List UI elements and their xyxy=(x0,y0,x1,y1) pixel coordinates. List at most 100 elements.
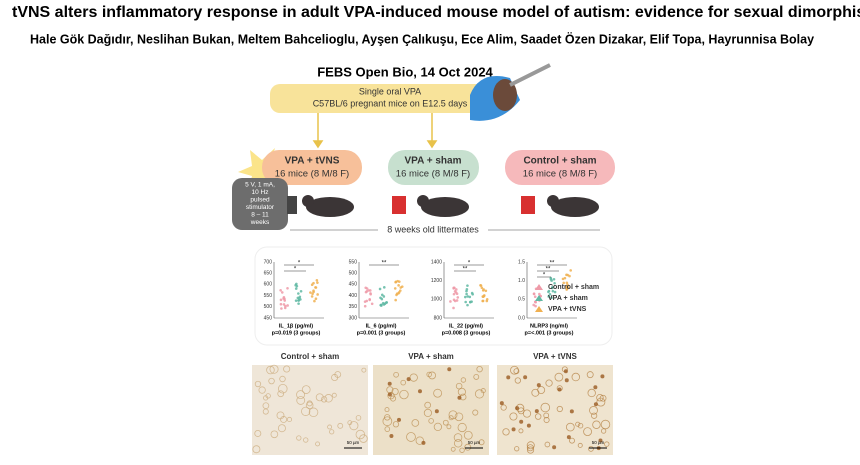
dot xyxy=(294,287,298,290)
cell xyxy=(457,422,467,433)
arrows xyxy=(312,113,438,149)
cell xyxy=(600,419,611,430)
dot xyxy=(565,281,569,285)
cell xyxy=(303,437,309,443)
cell xyxy=(277,390,285,398)
cell xyxy=(349,421,359,431)
dot xyxy=(565,273,568,277)
p-value: p=0.008 (3 groups) xyxy=(442,330,491,336)
dot xyxy=(479,284,483,287)
group-count: 16 mice (8 M/8 F) xyxy=(523,169,597,180)
cell xyxy=(457,387,466,396)
sig-mark: * xyxy=(543,273,546,279)
dot xyxy=(463,295,467,299)
stimulator-line: 10 Hz xyxy=(252,189,269,196)
dot xyxy=(482,288,485,291)
cell xyxy=(308,407,319,418)
dot xyxy=(368,297,371,301)
cell xyxy=(433,388,443,398)
cell xyxy=(480,388,486,394)
stained-cell xyxy=(557,387,562,392)
stained-cell xyxy=(569,409,574,414)
p-value: p=0.019 (3 groups) xyxy=(272,330,321,336)
cell xyxy=(590,412,598,419)
cell xyxy=(459,447,465,453)
cell xyxy=(329,429,335,435)
dot xyxy=(279,298,283,302)
sig-mark: * xyxy=(298,261,301,267)
cell xyxy=(448,415,454,421)
syringe-illustration xyxy=(470,63,551,121)
cell xyxy=(596,397,606,407)
cell xyxy=(262,408,269,415)
cell xyxy=(600,428,607,434)
cell xyxy=(270,430,279,439)
stained-cell xyxy=(499,401,504,406)
cell xyxy=(347,420,353,426)
dot xyxy=(550,296,553,300)
dot xyxy=(455,292,459,296)
stained-cell xyxy=(421,440,426,445)
cell xyxy=(526,446,535,454)
tick-label: 400 xyxy=(349,293,358,299)
dot xyxy=(364,286,368,290)
legend-marker xyxy=(535,284,543,290)
stimulator-line: pulsed xyxy=(250,197,270,204)
cell xyxy=(409,373,418,382)
group-name: VPA + tVNS xyxy=(285,156,340,167)
stained-cell xyxy=(526,423,531,428)
stimulus-burst xyxy=(238,148,285,192)
cell xyxy=(392,421,400,428)
dot xyxy=(466,295,470,298)
group-name: VPA + sham xyxy=(405,156,462,167)
dot xyxy=(533,295,537,299)
dot xyxy=(452,298,456,302)
stained-cell xyxy=(447,367,452,372)
dot xyxy=(368,289,372,292)
scale-label: 50 µm xyxy=(347,440,360,445)
tick-label: 500 xyxy=(264,304,273,310)
cell xyxy=(514,446,520,452)
tick-label: 1400 xyxy=(431,259,442,265)
dot xyxy=(380,304,383,307)
cell xyxy=(454,412,464,422)
stained-cell xyxy=(406,377,411,382)
p-value: p=0.001 (3 groups) xyxy=(357,330,406,336)
stained-cell xyxy=(387,381,392,386)
dot xyxy=(394,298,397,302)
dot xyxy=(316,281,319,284)
axis-label: NLRP3 (ng/ml) xyxy=(530,323,568,329)
legend-marker xyxy=(535,295,543,301)
dot xyxy=(363,304,367,308)
stained-cell xyxy=(523,375,528,380)
sig-mark: ** xyxy=(463,267,468,273)
dot xyxy=(382,286,386,289)
dot xyxy=(465,292,468,296)
dot xyxy=(297,299,301,302)
cell xyxy=(331,392,337,398)
cell xyxy=(399,389,409,400)
cell xyxy=(355,415,362,421)
cell xyxy=(268,377,275,385)
authors: Hale Gök Dağıdır, Neslihan Bukan, Meltem… xyxy=(30,31,814,46)
dot xyxy=(314,297,318,300)
axis-label: IL_6 (pg/ml) xyxy=(366,323,397,329)
axis-label: IL_22 (pg/ml) xyxy=(449,323,483,329)
dot xyxy=(400,285,404,288)
dot xyxy=(532,303,535,307)
dot xyxy=(311,292,314,296)
cell xyxy=(315,441,321,447)
tick-label: 1.5 xyxy=(518,259,525,265)
dot xyxy=(553,281,556,285)
cell xyxy=(390,395,397,402)
treatment-line: C57BL/6 pregnant mice on E12.5 days xyxy=(313,98,468,108)
tick-label: 450 xyxy=(349,282,358,288)
dot xyxy=(452,286,456,290)
dot xyxy=(381,301,385,305)
cell xyxy=(464,443,472,451)
stimulator-line: stimulator xyxy=(246,204,275,211)
cell xyxy=(518,428,524,434)
dot xyxy=(549,276,553,280)
cell xyxy=(575,421,581,427)
group-box xyxy=(388,150,479,185)
